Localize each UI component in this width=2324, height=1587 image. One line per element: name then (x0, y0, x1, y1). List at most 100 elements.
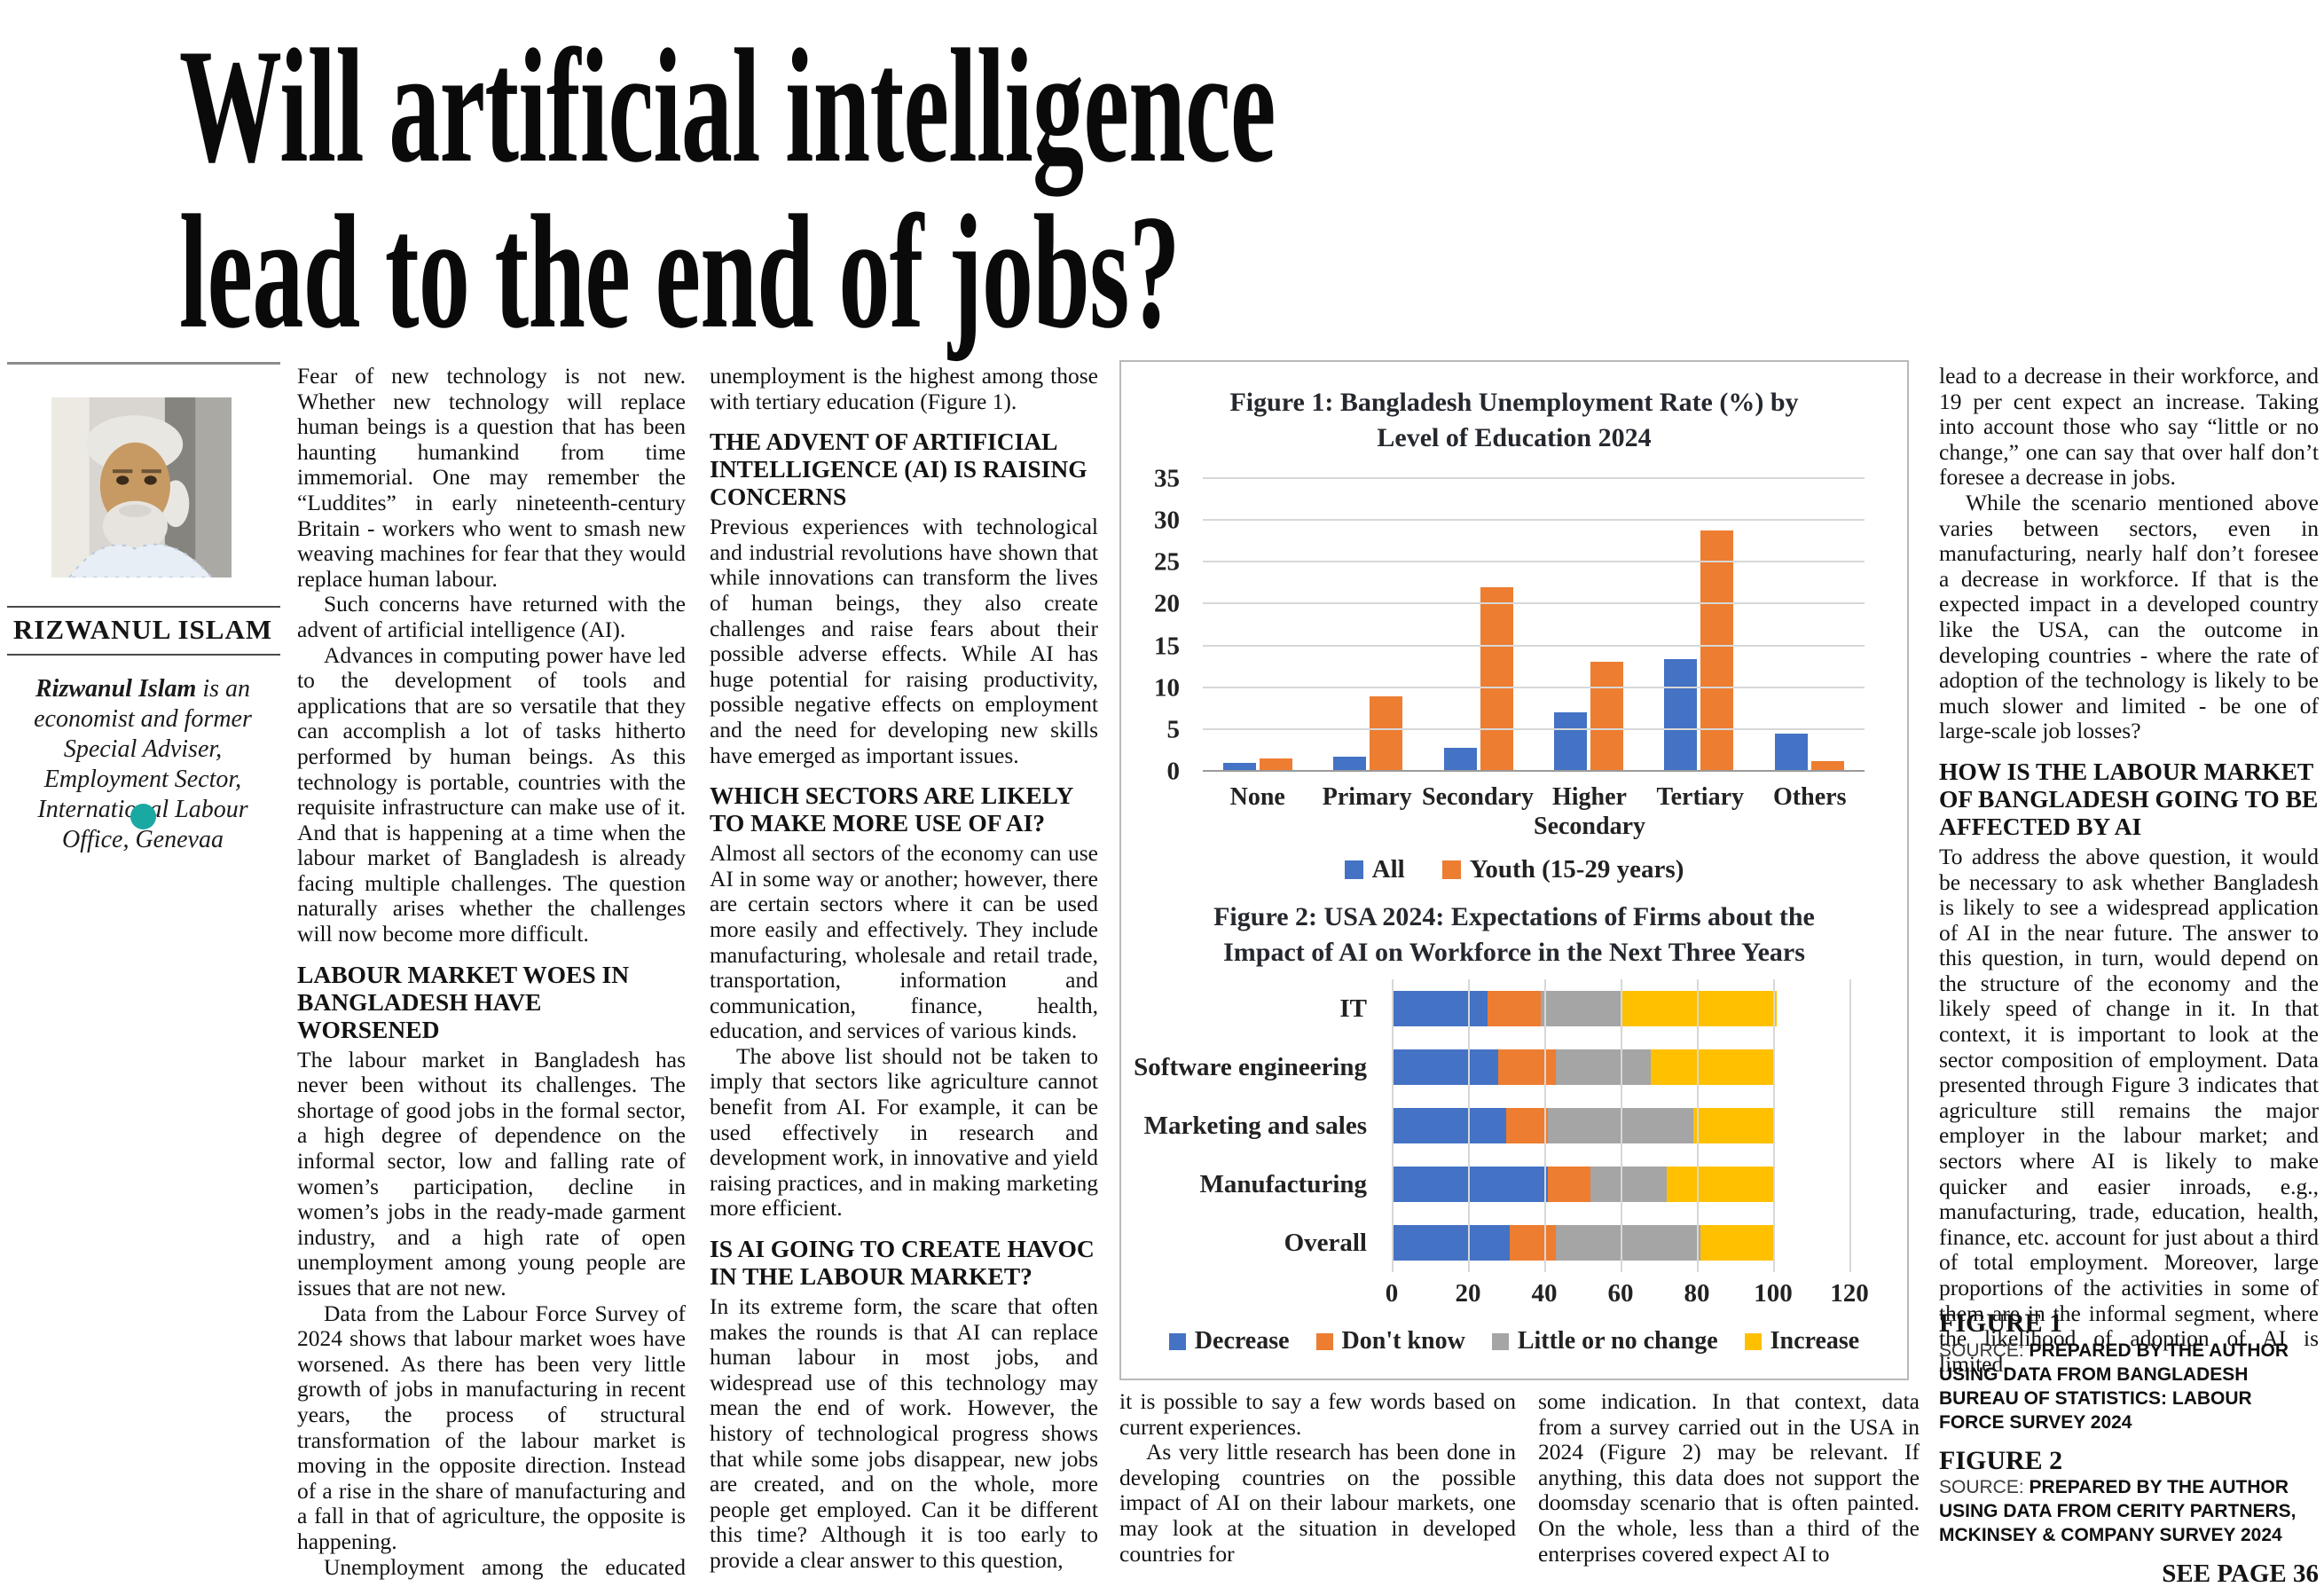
figure-1-y-axis: 0 5 10 15 20 25 30 35 (1130, 465, 1189, 786)
fig2-gridline (1468, 979, 1470, 1272)
fig1-gridline (1203, 561, 1865, 563)
author-portrait-illustration (51, 397, 232, 577)
fig1-gridline (1203, 477, 1865, 479)
body-paragraph: Data from the Labour Force Survey of 202… (297, 1300, 686, 1554)
fig2-gridline (1849, 979, 1851, 1272)
fig2-legend-item: Increase (1744, 1327, 1859, 1355)
fig2-segment-don-t-know (1510, 1225, 1556, 1261)
fig2-gridline (1697, 979, 1699, 1272)
fig1-x-tick: Higher Secondary (1534, 783, 1645, 840)
fig1-bar-group (1755, 479, 1865, 772)
fig2-segment-don-t-know (1487, 991, 1541, 1026)
fig1-x-tick: Others (1773, 783, 1847, 811)
legend-swatch (1315, 1332, 1333, 1350)
fig2-x-tick: 40 (1531, 1279, 1558, 1308)
body-paragraph: As very little research has been done in… (1119, 1439, 1516, 1567)
fig2-segment-decrease (1392, 991, 1488, 1026)
fig1-y-tick: 10 (1154, 673, 1180, 703)
figure1-note-label: FIGURE 1 (1939, 1308, 2063, 1339)
fig1-bar-youth-15-29-years--secondary (1480, 586, 1513, 772)
section-heading: IS AI GOING TO CREATE HAVOC IN THE LABOU… (710, 1235, 1095, 1291)
fig1-gridline (1203, 602, 1865, 605)
legend-label: Youth (15-29 years) (1469, 855, 1684, 884)
fig2-segment-decrease (1392, 1108, 1506, 1143)
fig2-segment-increase (1700, 1225, 1773, 1261)
fig2-bar-marketing-and-sales (1392, 1108, 1849, 1143)
fig1-bar-youth-15-29-years--tertiary (1700, 530, 1734, 772)
body-paragraph: Almost all sectors of the economy can us… (710, 840, 1098, 1044)
fig2-segment-don-t-know (1506, 1108, 1549, 1143)
figure1-source: SOURCE: PREPARED BY THE AUTHOR USING DAT… (1939, 1340, 2289, 1433)
fig2-segment-little-or-no-change (1590, 1167, 1667, 1202)
fig2-segment-increase (1666, 1167, 1773, 1202)
legend-swatch (1168, 1332, 1186, 1350)
section-heading: WHICH SECTORS ARE LIKELY TO MAKE MORE US… (710, 782, 1073, 837)
fig1-y-tick: 25 (1154, 547, 1180, 577)
author-bio-name: Rizwanul Islam (35, 675, 197, 703)
fig1-bar-all-secondary (1443, 747, 1477, 772)
figure-2-chart: Figure 2: USA 2024: Expectations of Firm… (1121, 894, 1907, 1378)
figure-1-chart: Figure 1: Bangladesh Unemployment Rate (… (1121, 362, 1907, 892)
fig2-gridline (1621, 979, 1622, 1272)
body-paragraph: Previous experiences with technological … (710, 514, 1098, 768)
fig1-bar-all-primary (1333, 757, 1367, 772)
figure-2-title: Figure 2: USA 2024: Expectations of Firm… (1213, 902, 1815, 967)
section-heading: THE ADVENT OF ARTIFICIAL INTELLIGENCE (A… (710, 428, 1087, 511)
fig2-segment-little-or-no-change (1555, 1049, 1652, 1085)
figure2-source: SOURCE: PREPARED BY THE AUTHOR USING DAT… (1939, 1477, 2297, 1546)
fig2-legend-item: Don't know (1315, 1327, 1465, 1355)
fig2-rows (1392, 979, 1849, 1272)
section-heading: LABOUR MARKET WOES IN BANGLADESH HAVE WO… (297, 960, 630, 1043)
fig1-bar-youth-15-29-years--none (1260, 758, 1293, 772)
figure-2-legend: Decrease Don't know Little or no change Inc… (1121, 1327, 1907, 1355)
body-paragraph: some indication. In that context, data f… (1538, 1389, 1920, 1567)
article-column-3: it is possible to say a few words based … (1119, 1389, 1516, 1587)
fig2-segment-increase (1620, 991, 1778, 1026)
divider (7, 606, 280, 608)
body-paragraph: The above list should not be taken to im… (710, 1042, 1098, 1222)
fig1-bar-group (1424, 479, 1534, 772)
fig1-legend-item: All (1344, 855, 1405, 884)
section-heading: HOW IS THE LABOUR MARKET OF BANGLADESH G… (1939, 757, 2319, 840)
fig1-y-tick: 5 (1166, 715, 1181, 744)
fig1-bar-group (1313, 479, 1423, 772)
fig2-x-tick: 80 (1684, 1279, 1710, 1308)
fig1-plot (1203, 477, 1865, 772)
fig1-gridline (1203, 727, 1865, 730)
fig2-legend-item: Decrease (1168, 1327, 1290, 1355)
body-paragraph: Unemployment among the educated remains … (297, 1553, 686, 1583)
body-paragraph: unemployment is the highest among those … (710, 364, 1098, 414)
fig1-x-tick: Secondary (1422, 783, 1534, 811)
body-paragraph: Fear of new technology is not new. Wheth… (297, 364, 686, 592)
fig1-bar-group (1203, 479, 1313, 772)
headline-line-2: lead to the end of jobs? (179, 181, 1181, 362)
page-title: Will artificial intelligence lead to the… (179, 23, 1448, 355)
fig2-segment-decrease (1392, 1225, 1511, 1261)
see-page-note: SEE PAGE 36 (2162, 1560, 2319, 1587)
legend-label: Little or no change (1517, 1327, 1718, 1355)
figure-2-category-labels: IT Software engineering Marketing and sale… (1121, 979, 1379, 1272)
fig2-segment-don-t-know (1548, 1167, 1590, 1202)
fig1-y-tick: 15 (1154, 632, 1180, 661)
fig2-gridline (1392, 979, 1394, 1272)
fig2-gridline (1544, 979, 1546, 1272)
fig1-groups (1203, 479, 1865, 772)
figure-1-title: Figure 1: Bangladesh Unemployment Rate (… (1229, 388, 1799, 452)
fig1-bar-youth-15-29-years--others (1810, 760, 1844, 772)
fig2-segment-don-t-know (1498, 1049, 1556, 1085)
body-paragraph: While the scenario mentioned above varie… (1939, 489, 2319, 744)
fig2-x-tick: 100 (1754, 1279, 1793, 1308)
fig2-segment-increase (1692, 1108, 1773, 1143)
fig2-bar-manufacturing (1392, 1167, 1849, 1202)
figure-1-x-axis: None Primary Secondary Higher Secondary Tert… (1203, 782, 1865, 841)
fig2-x-tick: 60 (1607, 1279, 1634, 1308)
fig2-bar-software-engineering (1392, 1049, 1849, 1085)
figure2-note-label: FIGURE 2 (1939, 1445, 2063, 1475)
body-paragraph: lead to a decrease in their workforce, a… (1939, 364, 2319, 491)
author-name: RIZWANUL ISLAM (12, 614, 273, 645)
legend-swatch (1491, 1332, 1509, 1350)
body-paragraph: it is possible to say a few words based … (1119, 1389, 1516, 1440)
fig2-row-label: Software engineering (1134, 1052, 1367, 1081)
figure-sources-block: FIGURE 1 SOURCE: PREPARED BY THE AUTHOR … (1939, 1297, 2319, 1587)
legend-swatch (1744, 1332, 1762, 1350)
